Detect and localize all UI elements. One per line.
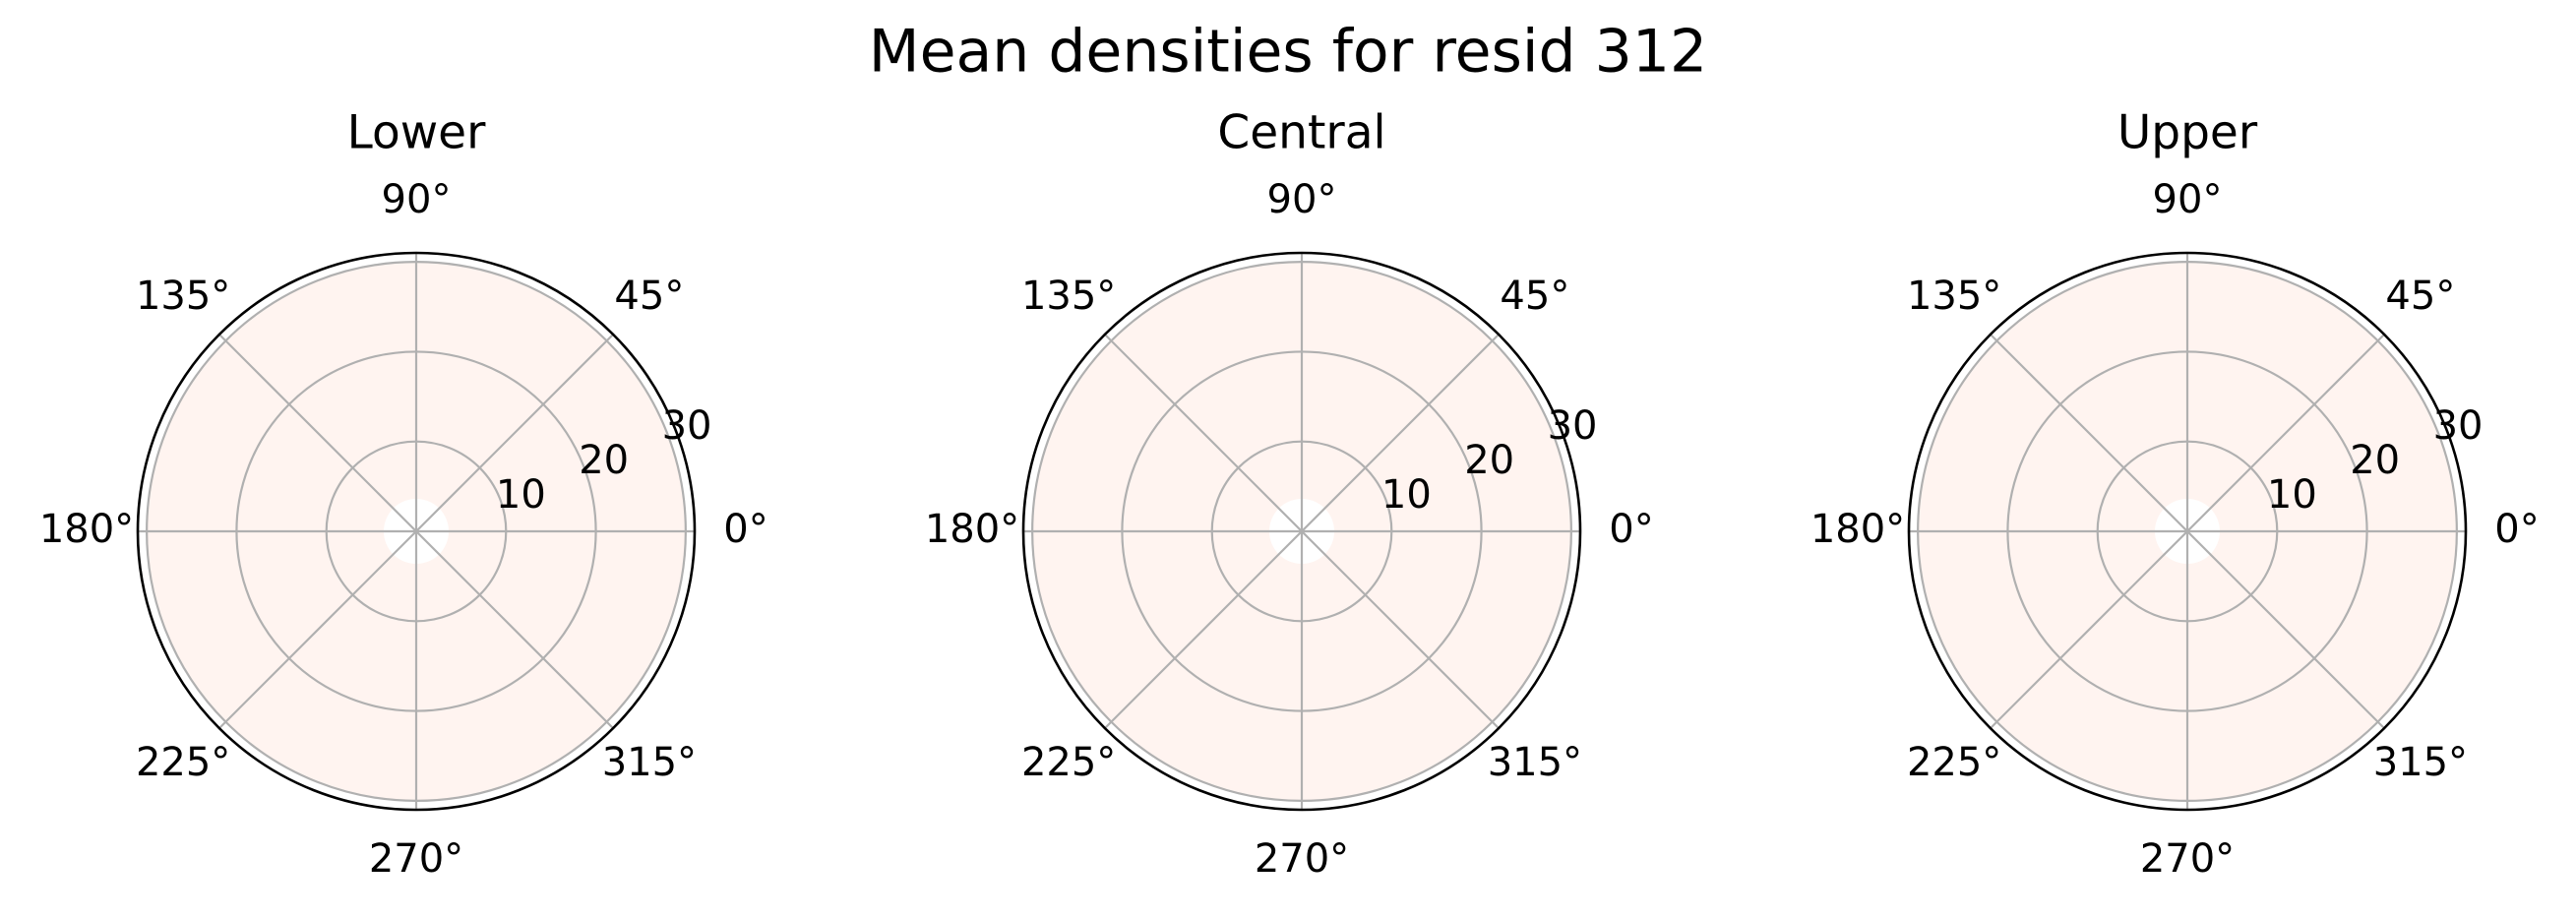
angle-gridline-135 [1104,334,1303,532]
radial-tick-label-30: 30 [2433,403,2484,449]
angle-tick-label-315: 315° [1488,740,1582,785]
radial-tick-label-10: 10 [1381,472,1432,518]
angle-gridline-315 [2186,530,2385,729]
angle-tick-label-180: 180° [925,507,1019,552]
panel-lower: 0° 45° 90° 135° 180° 225° 270° 315° 10 20 30 Lower [39,106,768,883]
polar-spine-upper [1907,251,2468,812]
radial-gridline-30 [1917,261,2458,802]
radial-gridline-20 [235,350,597,712]
angle-gridline-225 [1990,530,2188,729]
panel-upper: 0° 45° 90° 135° 180° 225° 270° 315° 10 20 30 Upper [1810,106,2540,883]
angle-tick-label-135: 135° [1907,274,2001,319]
panel-central: 0° 45° 90° 135° 180° 225° 270° 315° 10 20 30 Centr… [925,106,1654,883]
angle-tick-label-0: 0° [1609,507,1653,552]
angle-tick-label-45: 45° [1500,274,1569,319]
angle-gridline-225 [218,530,417,729]
angle-gridline-315 [1301,530,1500,729]
angle-gridline-135 [1990,334,2188,532]
angle-gridline-45 [1301,334,1500,532]
polar-spine-lower [136,251,697,812]
radial-gridline-10 [325,440,508,623]
angle-tick-label-135: 135° [136,274,230,319]
radial-gridline-10 [1210,440,1393,623]
angle-tick-label-90: 90° [2153,177,2223,222]
angle-tick-label-180: 180° [39,507,134,552]
radial-gridline-10 [2096,440,2279,623]
radial-tick-label-10: 10 [496,472,546,518]
angle-tick-label-315: 315° [602,740,697,785]
angle-tick-label-270: 270° [369,836,463,882]
panel-title-lower: Lower [347,106,486,160]
angle-tick-label-90: 90° [382,177,452,222]
radial-tick-label-20: 20 [579,438,629,483]
radial-gridline-30 [146,261,687,802]
angle-tick-label-180: 180° [1810,507,1905,552]
angle-tick-label-90: 90° [1267,177,1337,222]
angle-gridline-45 [415,334,614,532]
angle-gridline-45 [2186,334,2385,532]
radial-gridline-20 [1121,350,1483,712]
figure-title: Mean densities for resid 312 [869,18,1707,87]
radial-tick-label-20: 20 [1464,438,1514,483]
angle-tick-label-315: 315° [2373,740,2468,785]
angle-tick-label-45: 45° [2385,274,2455,319]
polar-spine-central [1021,251,1582,812]
angle-gridline-135 [218,334,417,532]
panel-title-central: Central [1217,106,1385,160]
radial-tick-label-30: 30 [662,403,712,449]
panel-title-upper: Upper [2117,106,2258,160]
radial-gridline-30 [1031,261,1572,802]
angle-tick-label-225: 225° [136,740,230,785]
angle-tick-label-0: 0° [2494,507,2539,552]
radial-gridline-20 [2006,350,2368,712]
angle-gridline-225 [1104,530,1303,729]
angle-tick-label-270: 270° [2140,836,2235,882]
radial-tick-label-10: 10 [2267,472,2317,518]
radial-tick-label-20: 20 [2350,438,2400,483]
radial-tick-label-30: 30 [1548,403,1598,449]
angle-tick-label-45: 45° [614,274,684,319]
angle-tick-label-135: 135° [1021,274,1116,319]
angle-tick-label-225: 225° [1907,740,2001,785]
angle-tick-label-0: 0° [723,507,767,552]
angle-tick-label-225: 225° [1021,740,1116,785]
angle-tick-label-270: 270° [1255,836,1349,882]
angle-gridline-315 [415,530,614,729]
